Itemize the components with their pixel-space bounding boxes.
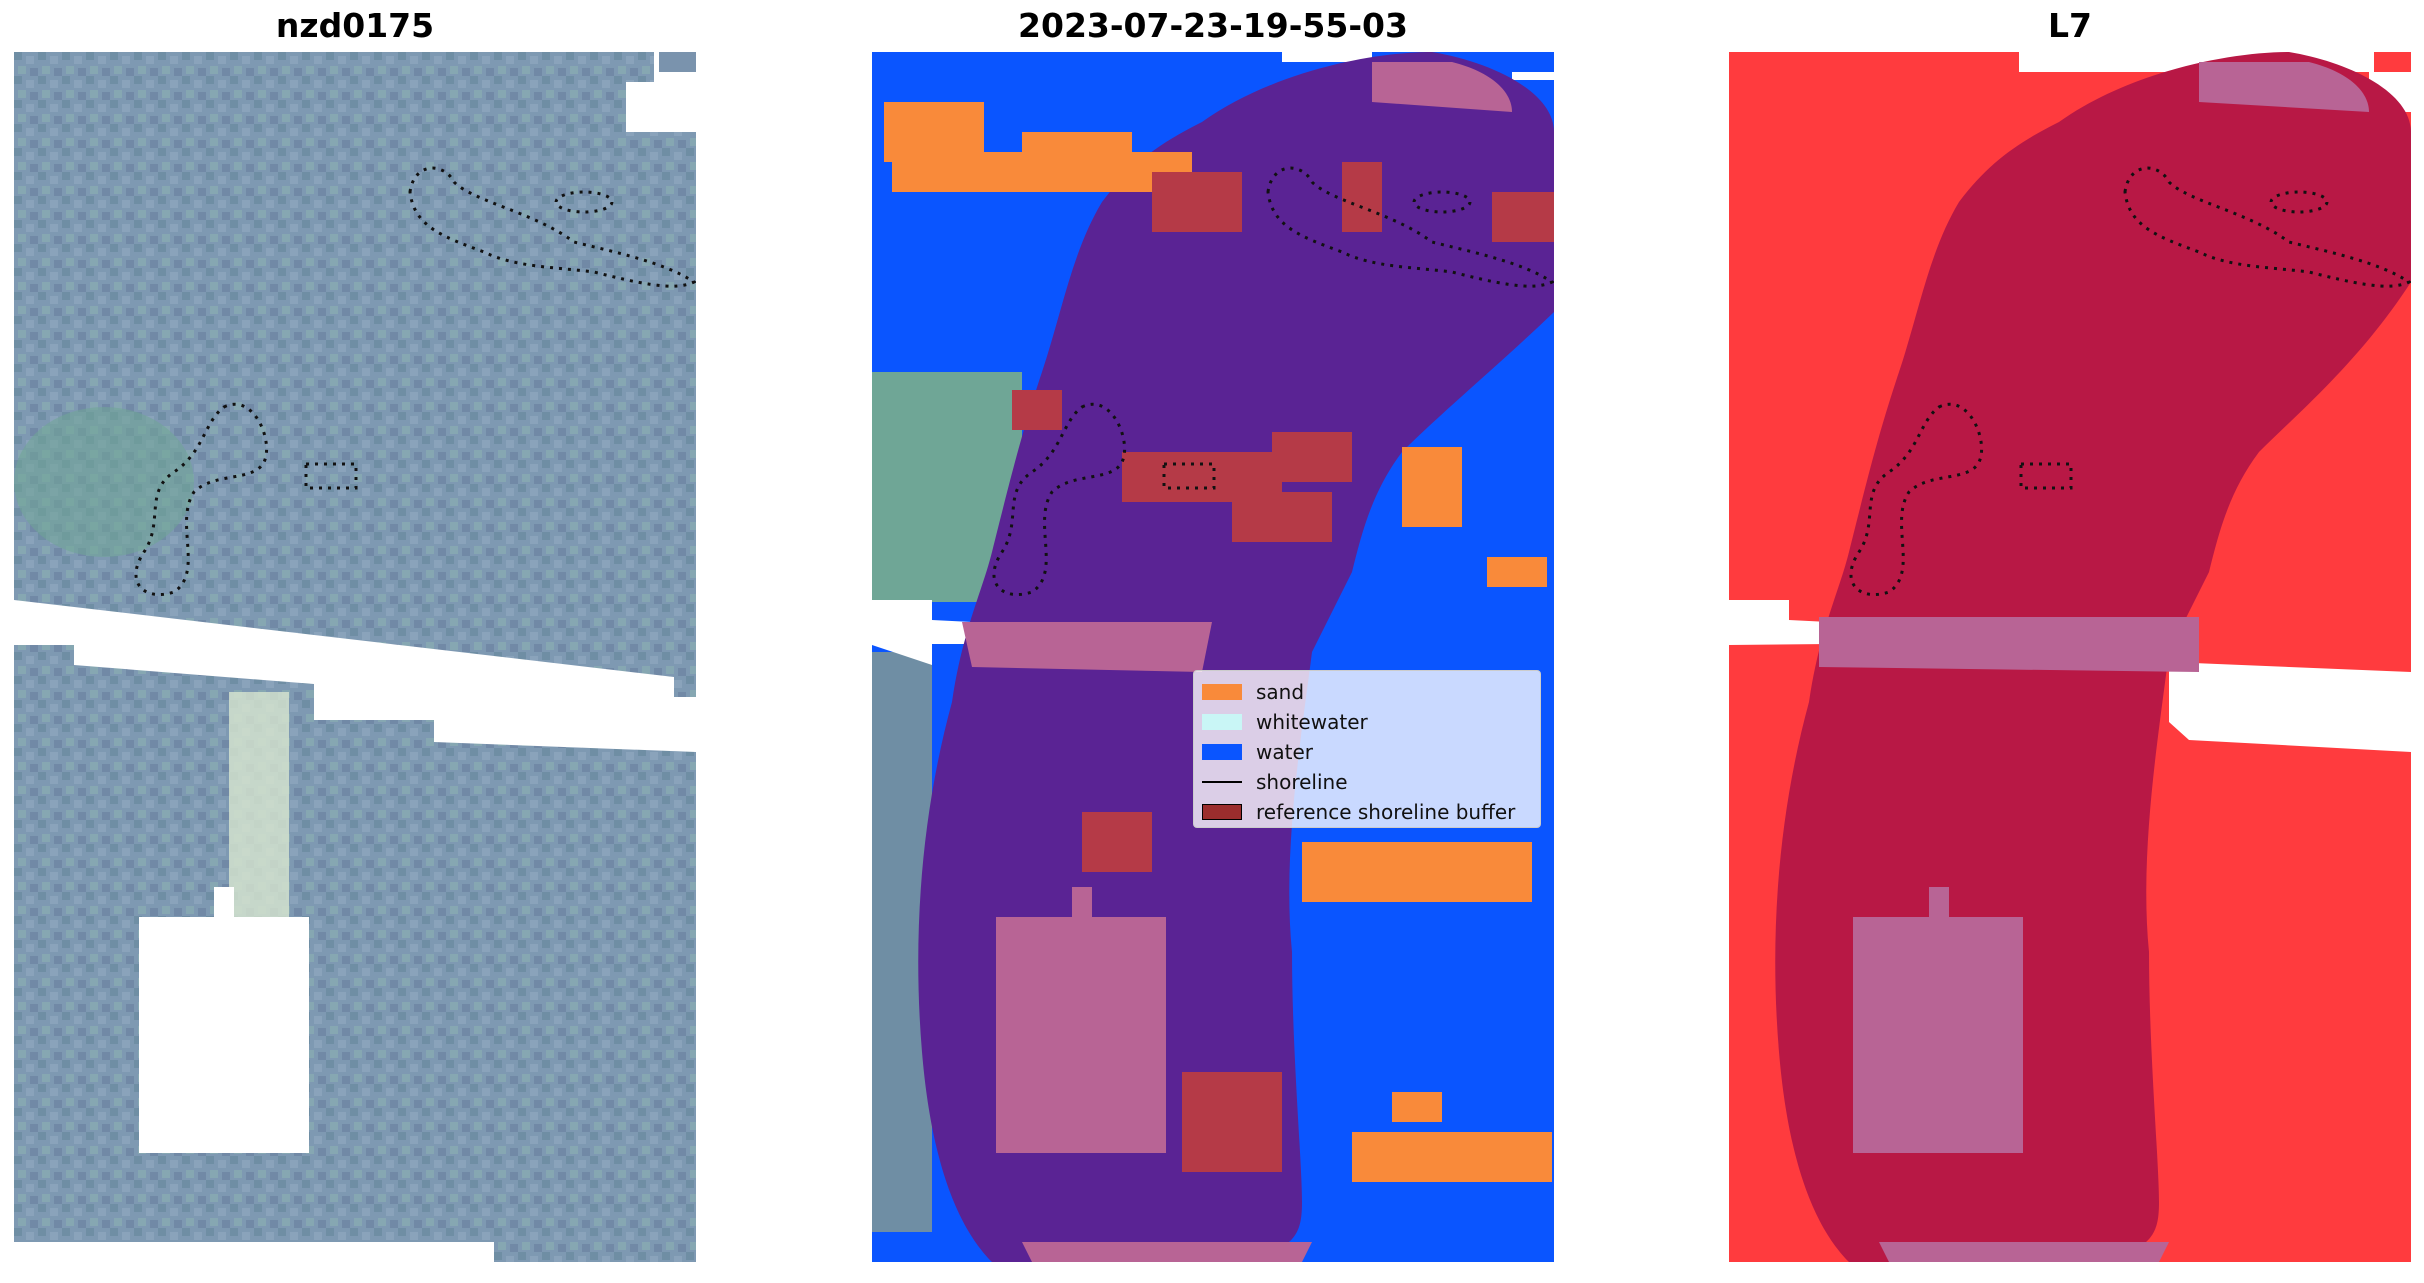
shoreline-buffer-patch: [1182, 1072, 1282, 1172]
sand-patch: [1022, 132, 1132, 160]
legend-item-whitewater: whitewater: [1202, 707, 1532, 737]
no-data-gap: [2169, 662, 2411, 752]
cloud-mask-band: [962, 622, 1212, 672]
sand-patch: [1352, 1132, 1552, 1182]
l7-cloud-top: [2199, 62, 2369, 112]
shoreline-buffer-patch: [1152, 172, 1242, 232]
image-strip-bottom: [14, 645, 696, 1262]
l7-cloud-block: [1853, 917, 2023, 1153]
legend-item-buffer: reference shoreline buffer: [1202, 797, 1532, 827]
right-panel-title: L7: [2048, 6, 2092, 45]
classification-panel: [872, 52, 1554, 1262]
buffer-swatch: [1202, 804, 1242, 820]
l7-cloud-notch: [1929, 887, 1949, 927]
sand-swatch: [1202, 684, 1242, 700]
shoreline-buffer-patch: [1342, 162, 1382, 232]
shoreline-trace: [2123, 166, 2411, 288]
shoreline-buffer-patch: [1012, 390, 1062, 430]
sand-patch: [1487, 557, 1547, 587]
legend-item-shoreline: shoreline: [1202, 767, 1532, 797]
vegetation-patch: [14, 407, 194, 557]
middle-panel-title: 2023-07-23-19-55-03: [1018, 6, 1408, 45]
sand-patch: [1302, 842, 1532, 902]
water-swatch: [1202, 744, 1242, 760]
shoreline-buffer-patch: [1232, 492, 1332, 542]
l7-cloud-bottom: [1879, 1242, 2169, 1262]
sand-patch: [1392, 1092, 1442, 1122]
water-corner: [1512, 52, 1554, 72]
bright-white-block: [139, 917, 309, 1153]
glare-streak: [229, 692, 289, 932]
image-corner-patch: [659, 52, 696, 72]
legend-label: shoreline: [1256, 770, 1348, 794]
shoreline-trace: [1162, 462, 1216, 490]
shoreline-trace: [2269, 190, 2329, 214]
no-data-gap: [872, 600, 972, 665]
l7-cloud-band: [1819, 617, 2199, 672]
shoreline-buffer-patch: [1082, 812, 1152, 872]
legend-label: reference shoreline buffer: [1256, 800, 1516, 824]
legend-label: water: [1256, 740, 1313, 764]
shoreline-trace: [304, 462, 358, 490]
shoreline-buffer-patch: [1272, 432, 1352, 482]
legend-label: sand: [1256, 680, 1305, 704]
left-panel-title: nzd0175: [275, 6, 435, 45]
l7-mask-panel: [1729, 52, 2411, 1262]
shoreline-trace: [408, 166, 696, 288]
legend-label: whitewater: [1256, 710, 1368, 734]
cloud-mask-notch: [1072, 887, 1092, 927]
shoreline-trace: [2019, 462, 2073, 490]
shoreline-buffer-patch: [1492, 192, 1554, 242]
sand-patch: [1402, 447, 1462, 527]
shoreline-trace: [1266, 166, 1554, 288]
cloud-mask-top: [1372, 62, 1512, 112]
shoreline-trace: [1412, 190, 1472, 214]
legend-item-sand: sand: [1202, 677, 1532, 707]
shoreline-swatch: [1202, 781, 1242, 783]
legend: sand whitewater water shoreline referenc…: [1193, 670, 1541, 828]
legend-item-water: water: [1202, 737, 1532, 767]
cloud-mask-bottom: [1022, 1242, 1312, 1262]
image-strip-top: [14, 52, 696, 697]
rgb-image-panel: [14, 52, 696, 1262]
no-data-gap: [1729, 600, 1829, 645]
bright-white-notch: [214, 887, 234, 927]
shoreline-trace: [554, 190, 614, 214]
whitewater-swatch: [1202, 714, 1242, 730]
cloud-mask-block: [996, 917, 1166, 1153]
l7-corner: [2374, 52, 2411, 72]
